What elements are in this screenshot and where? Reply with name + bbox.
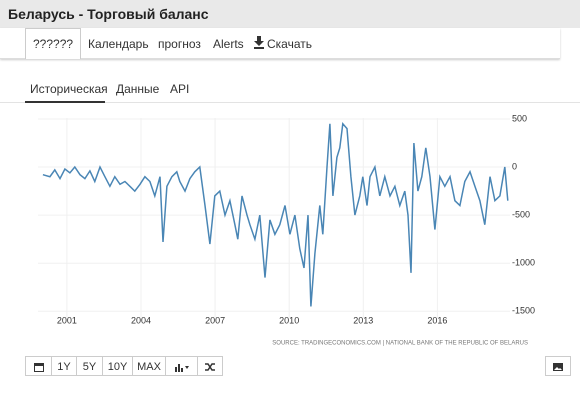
tab-divider xyxy=(0,102,580,103)
nav-bar xyxy=(0,28,560,59)
range-button[interactable]: 1Y xyxy=(51,356,77,376)
y-tick-label: 0 xyxy=(512,161,517,171)
tab-underline xyxy=(25,101,105,103)
chart-type-button[interactable] xyxy=(165,356,198,376)
compare-button[interactable] xyxy=(197,356,223,376)
y-tick-label: -500 xyxy=(512,209,530,219)
y-tick-label: -1500 xyxy=(512,306,535,316)
data-line xyxy=(42,122,509,307)
nav-item[interactable]: прогноз xyxy=(158,37,201,51)
x-tick-label: 2013 xyxy=(353,315,373,325)
x-tick-label: 2007 xyxy=(205,315,225,325)
image-button[interactable] xyxy=(545,356,571,376)
active-nav-tab xyxy=(25,28,81,59)
nav-item[interactable]: ?????? xyxy=(33,37,74,51)
download-icon xyxy=(254,36,264,49)
calendar-button[interactable] xyxy=(25,356,52,376)
x-tick-label: 2001 xyxy=(57,315,77,325)
header: Беларусь - Торговый баланс xyxy=(0,0,580,28)
x-tick-label: 2004 xyxy=(131,315,151,325)
source-note: SOURCE: TRADINGECONOMICS.COM | NATIONAL … xyxy=(272,341,528,347)
nav-item[interactable]: Календарь xyxy=(88,37,149,51)
y-tick-label: -1000 xyxy=(512,258,535,268)
chart: SOURCE: TRADINGECONOMICS.COM | NATIONAL … xyxy=(38,113,535,347)
tab[interactable]: Данные xyxy=(116,82,160,96)
range-button[interactable]: 5Y xyxy=(76,356,103,376)
nav-item[interactable]: Скачать xyxy=(267,37,312,51)
range-button[interactable]: MAX xyxy=(132,356,166,376)
nav-item[interactable]: Alerts xyxy=(213,37,244,51)
range-button[interactable]: 10Y xyxy=(102,356,133,376)
page-title: Беларусь - Торговый баланс xyxy=(8,6,209,22)
tab[interactable]: Историческая xyxy=(30,82,108,96)
x-tick-label: 2010 xyxy=(279,315,299,325)
y-tick-label: 500 xyxy=(512,113,527,123)
x-tick-label: 2016 xyxy=(427,315,447,325)
tab[interactable]: API xyxy=(170,82,190,96)
